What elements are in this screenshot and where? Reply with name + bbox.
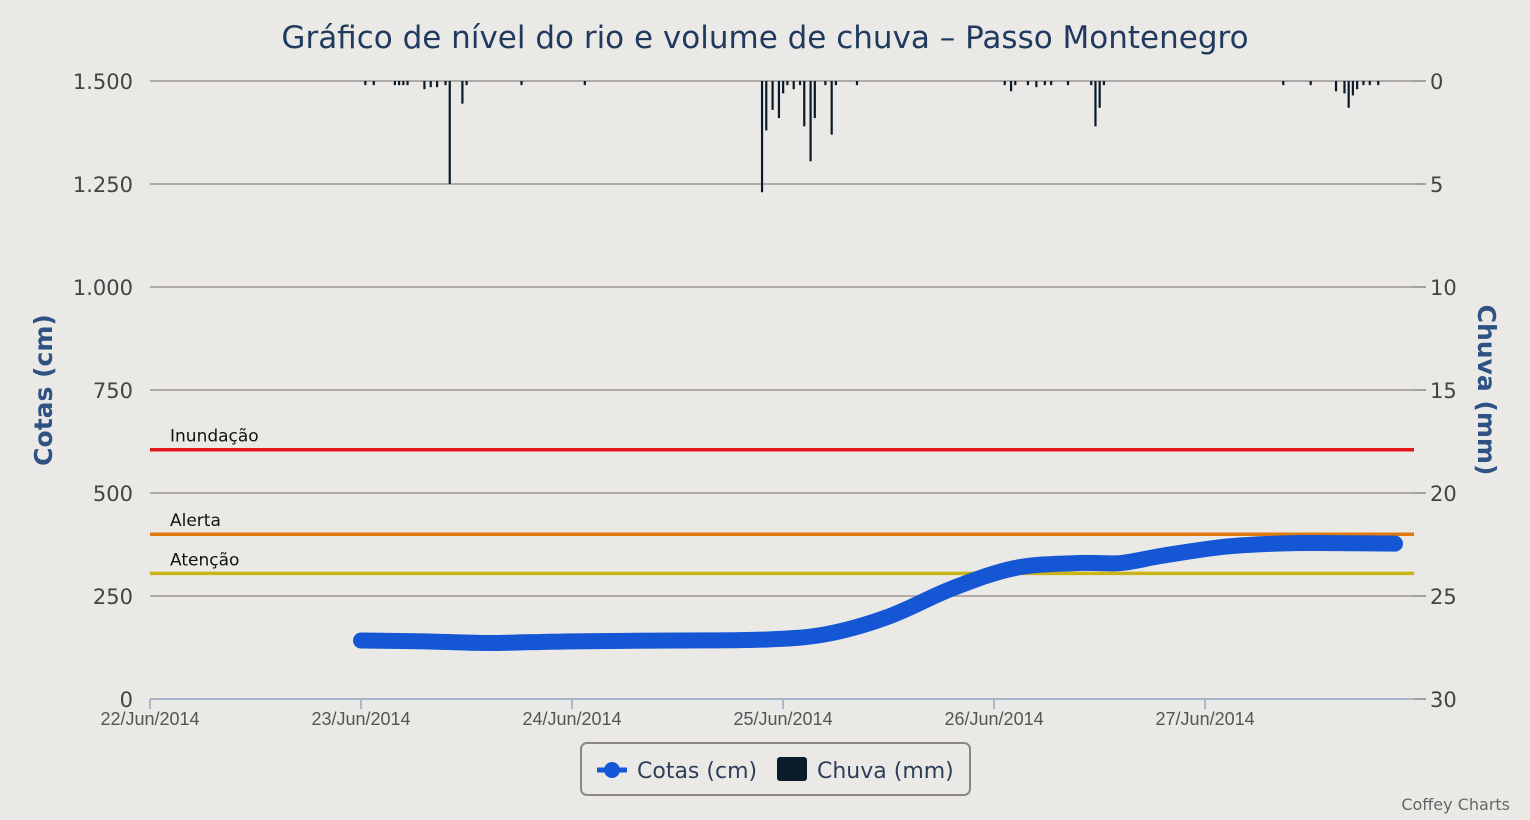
rain-column [461, 81, 464, 104]
right-axis-title: Chuva (mm) [1472, 305, 1501, 476]
rain-column [1050, 81, 1053, 86]
left-tick-label: 1.000 [73, 276, 133, 300]
legend-marker-icon [604, 762, 620, 778]
right-tick-label: 10 [1430, 276, 1457, 300]
rain-column [803, 81, 806, 127]
threshold-label: Inundação [170, 427, 259, 447]
rain-column [398, 81, 401, 86]
left-tick-label: 750 [93, 379, 133, 403]
rain-column [372, 81, 375, 86]
rain-column [771, 81, 774, 110]
rain-column [1347, 81, 1350, 108]
rain-column [435, 81, 439, 88]
rain-column [444, 81, 447, 86]
rain-column [855, 81, 859, 86]
x-tick-label: 22/Jun/2014 [100, 709, 199, 729]
rain-column [1356, 81, 1359, 90]
threshold-label: Alerta [170, 511, 221, 531]
rain-column [782, 81, 785, 94]
rain-column [393, 81, 396, 86]
x-tick-label: 27/Jun/2014 [1156, 709, 1255, 729]
river-level-line [353, 535, 1404, 651]
rain-column [777, 81, 781, 119]
rain-column [406, 81, 409, 86]
rain-column [1035, 81, 1038, 88]
rain-column [792, 81, 795, 90]
rain-column [1377, 81, 1380, 86]
left-axis-title: Cotas (cm) [29, 314, 58, 466]
rain-column [1351, 81, 1355, 96]
rain-column [1102, 81, 1106, 86]
rain-column [1368, 81, 1371, 86]
rain-column [1090, 81, 1093, 86]
rain-column [1009, 81, 1013, 92]
rain-column [1026, 81, 1030, 86]
right-tick-label: 30 [1430, 688, 1457, 712]
legend-square-icon [777, 757, 807, 781]
x-tick-label: 25/Jun/2014 [734, 709, 833, 729]
chart-title: Gráfico de nível do rio e volume de chuv… [281, 20, 1248, 56]
rain-column [423, 81, 426, 90]
rain-column [520, 81, 523, 86]
threshold-lines: Inundação Alerta Atenção [150, 427, 1414, 576]
left-tick-label: 1.500 [73, 70, 133, 94]
x-axis: 22/Jun/2014 23/Jun/2014 24/Jun/2014 25/Jun/… [100, 698, 1414, 729]
x-tick-label: 24/Jun/2014 [522, 709, 621, 729]
rain-column [429, 81, 432, 88]
rain-column [786, 81, 789, 86]
grid-lines [150, 80, 1426, 700]
left-tick-label: 0 [120, 688, 133, 712]
rain-column [824, 81, 827, 86]
rain-column [1094, 81, 1097, 127]
rain-column [834, 81, 838, 86]
x-tick-label: 23/Jun/2014 [311, 709, 410, 729]
rain-column [583, 81, 586, 86]
rain-column [402, 81, 405, 86]
rain-column [1043, 81, 1046, 86]
rain-column [1309, 81, 1312, 86]
legend[interactable]: Cotas (cm) Chuva (mm) [580, 742, 971, 796]
legend-item-cotas[interactable]: Cotas (cm) [597, 759, 757, 784]
rain-column [765, 81, 768, 131]
right-tick-label: 25 [1430, 585, 1457, 609]
rain-column [465, 81, 468, 86]
right-tick-label: 20 [1430, 482, 1457, 506]
legend-box [580, 742, 971, 796]
rain-column [1098, 81, 1101, 108]
left-tick-label: 250 [93, 585, 133, 609]
rain-column [798, 81, 802, 86]
threshold-label: Atenção [170, 550, 239, 570]
rain-column [760, 81, 764, 193]
legend-label-cotas: Cotas (cm) [637, 759, 757, 784]
right-tick-label: 0 [1430, 70, 1443, 94]
right-tick-label: 5 [1430, 173, 1443, 197]
left-tick-label: 500 [93, 482, 133, 506]
river-level-series [353, 535, 1404, 651]
credits[interactable]: Coffey Charts [1401, 795, 1510, 814]
rain-column [1362, 81, 1365, 86]
rain-column [448, 81, 451, 184]
legend-label-chuva: Chuva (mm) [817, 759, 954, 784]
rain-column [1066, 81, 1070, 86]
rain-column [1003, 81, 1006, 86]
rain-column [364, 81, 367, 86]
rain-column [809, 81, 812, 162]
rain-column [1343, 81, 1346, 94]
rain-columns [364, 81, 1380, 193]
rain-column [830, 81, 833, 135]
rain-column [1014, 81, 1017, 86]
right-axis-ticks: 0 5 10 15 20 25 30 [1430, 70, 1457, 712]
left-axis-ticks: 0 250 500 750 1.000 1.250 1.500 [73, 70, 133, 712]
rain-column [1334, 81, 1338, 92]
x-tick-label: 26/Jun/2014 [945, 709, 1044, 729]
rain-column [813, 81, 816, 119]
right-tick-label: 15 [1430, 379, 1457, 403]
rain-column [1282, 81, 1285, 86]
left-tick-label: 1.250 [73, 173, 133, 197]
legend-item-chuva[interactable]: Chuva (mm) [777, 757, 954, 784]
